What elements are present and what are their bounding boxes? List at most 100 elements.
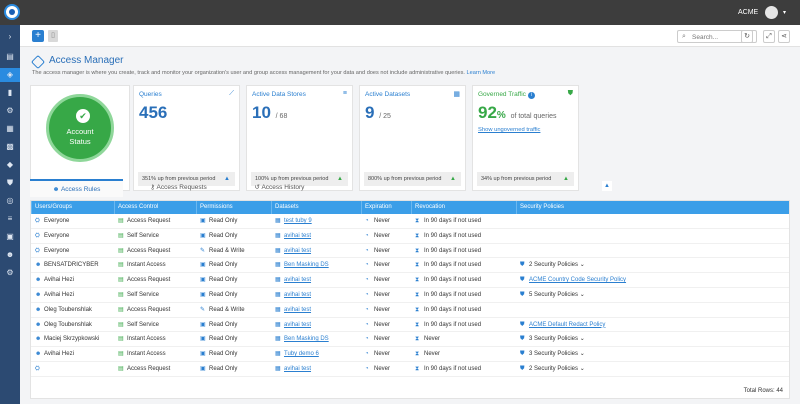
table-cell: ▤ Self Service bbox=[118, 318, 194, 333]
user-menu-caret-icon[interactable]: ▾ bbox=[783, 10, 787, 16]
toolbar: + ▯ ⌕ ↻ ⤢ ⋖ bbox=[20, 25, 800, 47]
table-cell[interactable]: ▦ avihai test bbox=[275, 229, 359, 244]
table-cell[interactable] bbox=[520, 303, 714, 318]
show-ungoverned-traffic-link[interactable]: Show ungoverned traffic bbox=[478, 127, 541, 133]
table-cell[interactable]: ▦ avihai test bbox=[275, 303, 359, 318]
cell-text: avihai test bbox=[284, 292, 312, 298]
delete-button[interactable]: ▯ bbox=[48, 30, 58, 42]
table-cell: ☻ BENSATDRICYBER bbox=[35, 258, 112, 273]
expand-icon[interactable]: › bbox=[8, 32, 12, 41]
column-header[interactable]: Permissions bbox=[196, 201, 271, 214]
table-row[interactable]: ⛭ Everyone ▤ Self Service ▣ Read Only ▦ avihai … bbox=[31, 229, 789, 244]
cell-text: Instant Access bbox=[127, 351, 166, 358]
table-row[interactable]: ☻ Avihai Hezi ▤ Instant Access ▣ Read Only ▦ Tu… bbox=[31, 347, 789, 362]
tab-access-history[interactable]: ↺ Access History bbox=[232, 179, 327, 197]
table-row[interactable]: ⛭ ▤ Access Request ▣ Read Only ▦ avihai test ◔ N… bbox=[31, 362, 789, 377]
table-cell[interactable]: ▦ Ben Masking DS bbox=[275, 258, 359, 273]
table-row[interactable]: ⛭ Everyone ▤ Access Request ▣ Read Only ▦ test … bbox=[31, 214, 789, 229]
face-icon[interactable]: ☻ bbox=[5, 250, 15, 259]
hourglass-icon: ⧗ bbox=[415, 232, 420, 239]
table-cell: ⧗ In 90 days if not used bbox=[415, 288, 514, 303]
table-row[interactable]: ☻ BENSATDRICYBER ▤ Instant Access ▣ Read Only… bbox=[31, 258, 789, 274]
table-row[interactable]: ☻ Avihai Hezi ▤ Access Request ▣ Read Only ▦ av… bbox=[31, 273, 789, 288]
table-cell[interactable]: ▦ avihai test bbox=[275, 244, 359, 259]
table-cell[interactable]: ⛊ 2 Security Policies ⌄ bbox=[520, 258, 714, 273]
table-row[interactable]: ☻ Avihai Hezi ▤ Self Service ▣ Read Only ▦ avih… bbox=[31, 288, 789, 303]
table-row[interactable]: ☻ Oleg Toubenshlak ▤ Self Service ▣ Read Only… bbox=[31, 318, 789, 333]
table-cell[interactable]: ▦ avihai test bbox=[275, 288, 359, 303]
column-header[interactable]: Datasets bbox=[271, 201, 361, 214]
tag-icon[interactable]: ◆ bbox=[6, 160, 14, 169]
table-cell: ◔ Never bbox=[365, 273, 409, 288]
clipboard-icon[interactable]: ▮ bbox=[7, 88, 13, 97]
cell-text: 3 Security Policies bbox=[529, 351, 579, 358]
read-icon: ▣ bbox=[200, 351, 206, 358]
share-button[interactable]: ⋖ bbox=[778, 30, 790, 43]
grid-icon[interactable]: ▩ bbox=[6, 142, 14, 151]
collapse-stats-button[interactable]: ▲ bbox=[602, 181, 612, 191]
chart-icon[interactable]: ▤ bbox=[6, 52, 14, 61]
table-cell[interactable] bbox=[520, 229, 714, 244]
learn-more-link[interactable]: Learn More bbox=[466, 70, 496, 76]
fullscreen-button[interactable]: ⤢ bbox=[763, 30, 775, 43]
column-header[interactable]: Expiration bbox=[361, 201, 411, 214]
info-icon[interactable]: i bbox=[527, 92, 535, 99]
chevron-down-icon[interactable]: ⌄ bbox=[578, 366, 585, 372]
table-cell[interactable]: ⛊ 2 Security Policies ⌄ bbox=[520, 362, 714, 377]
table-cell[interactable]: ⛊ ACME Default Redact Policy bbox=[520, 318, 714, 333]
table-row[interactable]: ⛭ Everyone ▤ Access Request ✎ Read & Write ▦ av… bbox=[31, 244, 789, 259]
table-cell[interactable]: ▦ avihai test bbox=[275, 362, 359, 377]
column-header[interactable]: Access Control bbox=[114, 201, 196, 214]
table-icon[interactable]: ▦ bbox=[6, 124, 14, 133]
user-avatar[interactable] bbox=[765, 6, 778, 19]
cell-text: Read Only bbox=[209, 336, 238, 343]
table-cell[interactable] bbox=[520, 244, 714, 259]
app-logo[interactable] bbox=[4, 4, 20, 20]
add-button[interactable]: + bbox=[32, 30, 44, 42]
table-cell: ▤ Instant Access bbox=[118, 332, 194, 347]
table-cell: ⛭ bbox=[35, 362, 112, 377]
cell-text: Maciej Skrzypkowski bbox=[44, 336, 100, 343]
eye-off-icon[interactable]: ◎ bbox=[6, 196, 14, 205]
tab-access-requests[interactable]: ⚷ Access Requests bbox=[126, 179, 231, 197]
column-header[interactable]: Revocation bbox=[411, 201, 516, 214]
cell-text: Read Only bbox=[209, 292, 238, 298]
trend-up-icon: ▲ bbox=[337, 176, 343, 182]
table-cell[interactable]: ⛊ 3 Security Policies ⌄ bbox=[520, 332, 714, 347]
dataset-icon: ▦ bbox=[275, 247, 281, 254]
search-input[interactable] bbox=[692, 32, 754, 42]
table-cell[interactable]: ▦ avihai test bbox=[275, 318, 359, 333]
table-cell: ◔ Never bbox=[365, 258, 409, 273]
table-cell[interactable]: ▦ Ben Masking DS bbox=[275, 332, 359, 347]
settings-icon[interactable]: ⚙ bbox=[6, 106, 14, 115]
access-manager-icon[interactable]: ◈ bbox=[0, 68, 20, 82]
chevron-down-icon[interactable]: ⌄ bbox=[578, 292, 585, 298]
table-cell[interactable]: ⛊ 5 Security Policies ⌄ bbox=[520, 288, 714, 303]
column-header[interactable]: Security Policies bbox=[516, 201, 716, 214]
table-row[interactable]: ☻ Maciej Skrzypkowski ▤ Instant Access ▣ Read… bbox=[31, 332, 789, 348]
table-cell[interactable] bbox=[520, 214, 714, 229]
cell-text: Self Service bbox=[127, 292, 160, 298]
access-control-icon: ▤ bbox=[118, 351, 124, 358]
table-cell: ▤ Access Request bbox=[118, 303, 194, 318]
table-cell[interactable]: ▦ Tuby demo 6 bbox=[275, 347, 359, 362]
refresh-button[interactable]: ↻ bbox=[741, 30, 753, 43]
shield-icon[interactable]: ⛊ bbox=[7, 178, 13, 187]
chevron-down-icon[interactable]: ⌄ bbox=[578, 262, 585, 269]
chevron-down-icon[interactable]: ⌄ bbox=[578, 336, 585, 343]
table-cell[interactable]: ⛊ 3 Security Policies ⌄ bbox=[520, 347, 714, 362]
chevron-down-icon[interactable]: ⌄ bbox=[578, 351, 585, 358]
database-icon[interactable]: ≡ bbox=[7, 214, 13, 223]
table-cell[interactable]: ⛊ ACME Country Code Security Policy bbox=[520, 273, 714, 288]
search-box[interactable]: ⌕ bbox=[677, 30, 757, 43]
column-header[interactable]: Users/Groups bbox=[31, 201, 114, 214]
table-cell[interactable]: ▦ avihai test bbox=[275, 273, 359, 288]
table-cell[interactable]: ▦ test tuby 9 bbox=[275, 214, 359, 229]
tab-access-rules[interactable]: ☻ Access Rules bbox=[30, 179, 123, 197]
expiration-icon: ◔ bbox=[365, 277, 369, 284]
cell-text: Ben Masking DS bbox=[284, 262, 329, 269]
gear-icon[interactable]: ⚙ bbox=[6, 268, 14, 277]
account-status-label: Account Status bbox=[49, 127, 111, 147]
table-row[interactable]: ☻ Oleg Toubenshlak ▤ Access Request ✎ Read & … bbox=[31, 303, 789, 318]
user-icon[interactable]: ▣ bbox=[6, 232, 14, 241]
